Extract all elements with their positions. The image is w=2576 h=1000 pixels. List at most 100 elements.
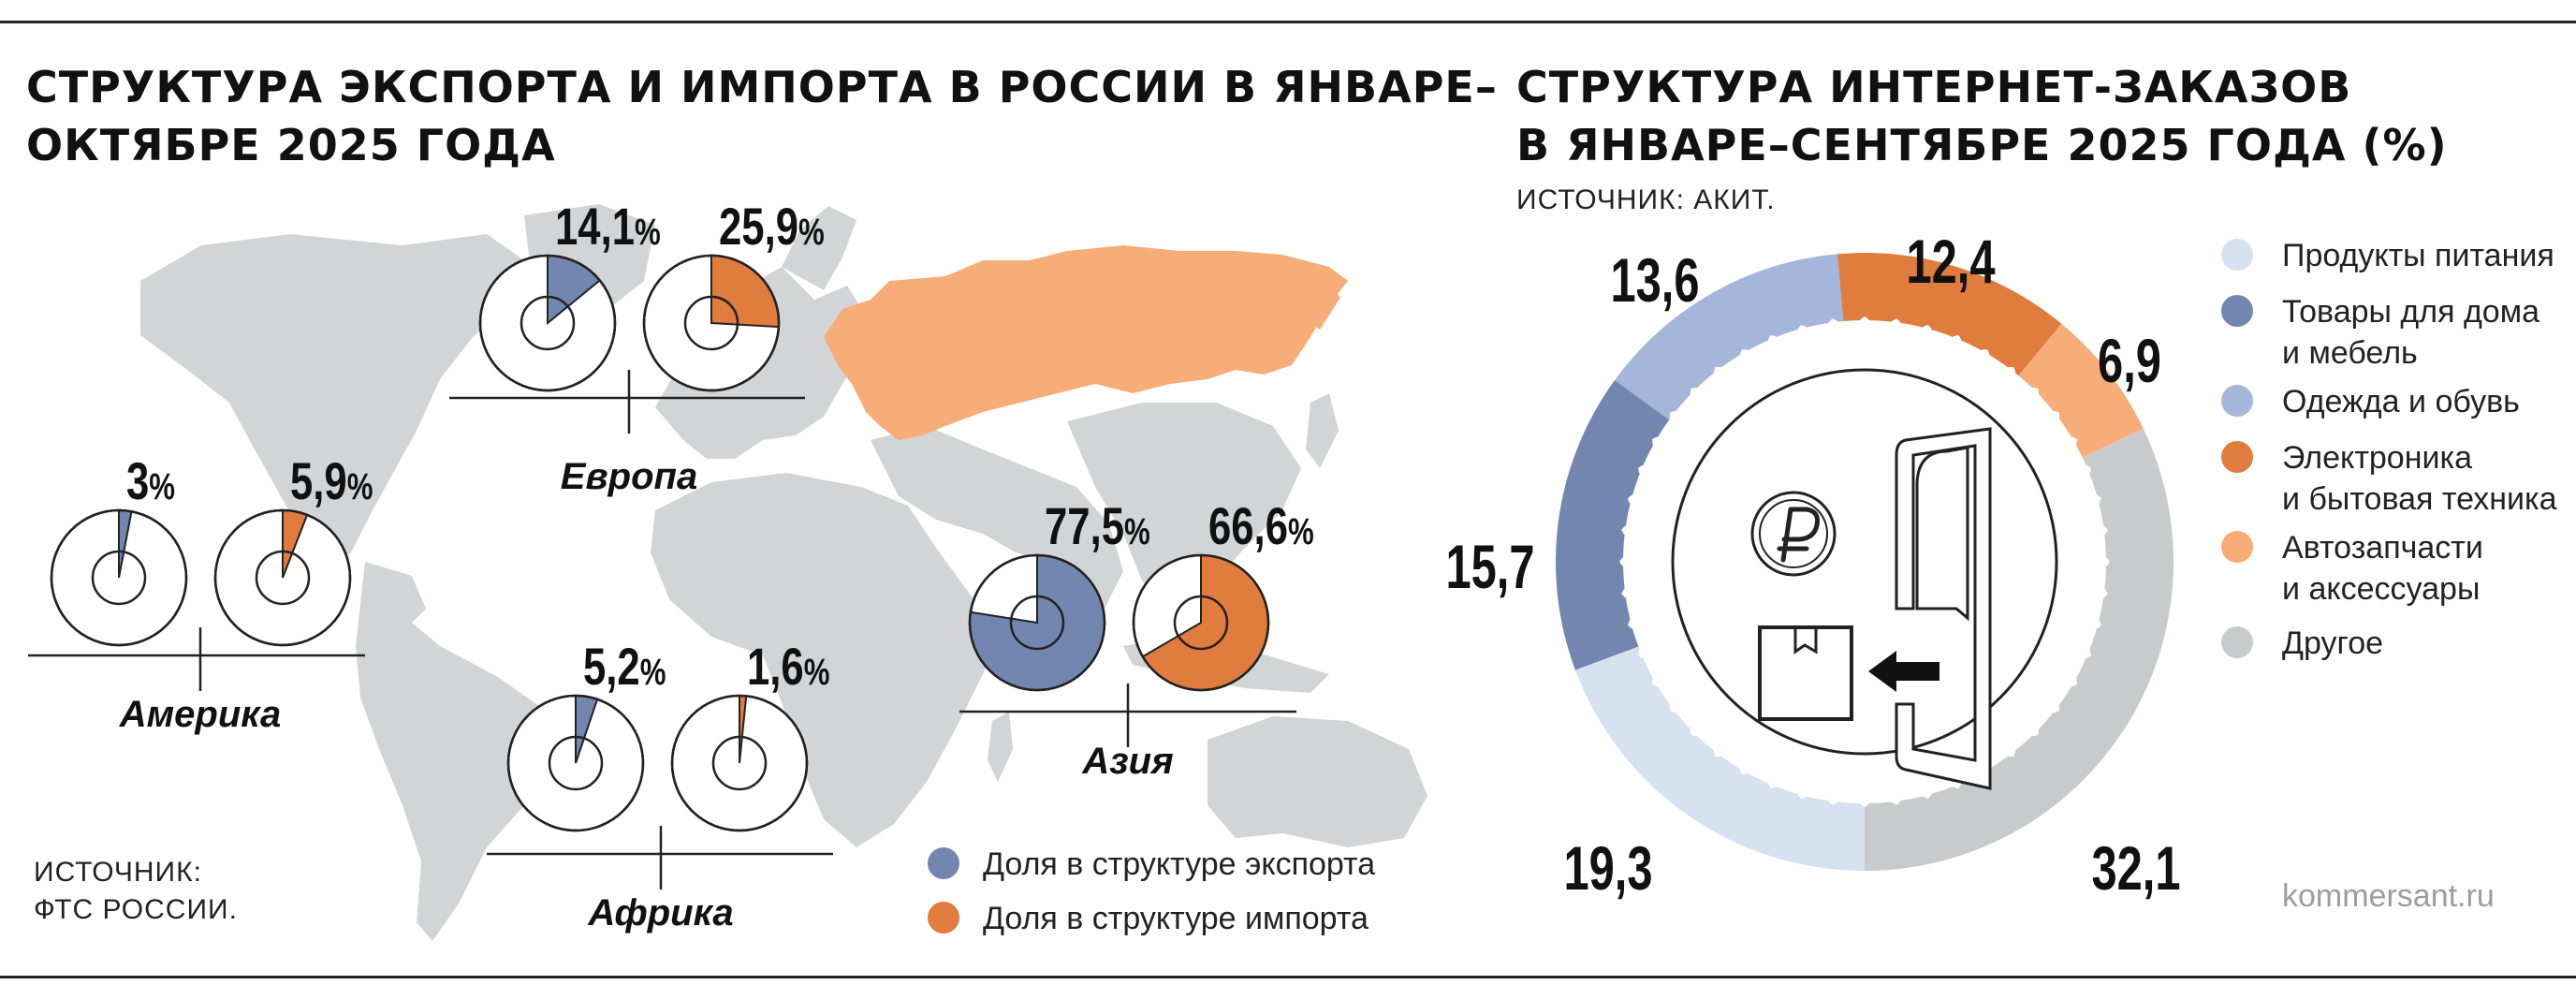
- arrow-left-icon: [1868, 651, 1939, 692]
- left-source-line1: ИСТОЧНИК:: [34, 857, 202, 888]
- legend-swatch-import: [928, 902, 959, 934]
- map-scandinavia: [782, 206, 856, 290]
- orders-value-label-2: 13,6: [1610, 246, 1699, 316]
- orders-legend-swatch: [2221, 239, 2253, 271]
- orders-segment-1: [1556, 380, 1670, 670]
- donut-export: 5,2%: [506, 638, 666, 832]
- legend-item-export: Доля в структуре экспорта: [928, 846, 1375, 882]
- donut-outline: [968, 553, 1106, 692]
- pct-label-import: 25,9%: [719, 198, 825, 256]
- map-north-america: [140, 234, 524, 571]
- orders-value-label-0: 19,3: [1563, 834, 1652, 904]
- donut-export: 14,1%: [478, 198, 661, 392]
- map-east-asia: [1067, 403, 1301, 609]
- kommersant-credit: kommersant.ru: [2282, 878, 2495, 914]
- map-japan: [1306, 393, 1339, 468]
- donut-outline: [213, 508, 352, 647]
- orders-legend-item-5: Другое: [2221, 625, 2383, 661]
- pct-label-import: 1,6%: [747, 638, 829, 696]
- donut-outline: [478, 254, 617, 392]
- donut-slice-import: [710, 254, 780, 329]
- pct-label-export: 3%: [126, 452, 175, 510]
- legend-label-import: Доля в структуре импорта: [983, 901, 1368, 936]
- right-source: ИСТОЧНИК: АКИТ.: [1516, 184, 1776, 215]
- left-title-line1: Структура экспорта и импорта в России в …: [26, 62, 1498, 112]
- orders-segment-4: [2018, 323, 2144, 458]
- orders-legend-item-3: Электроника и бытовая техника: [2221, 440, 2557, 517]
- map-madagascar: [988, 712, 1013, 782]
- donut-inner-circle: [520, 295, 576, 351]
- orders-legend-label: Электроника: [2282, 440, 2472, 476]
- donut-outline: [50, 508, 188, 647]
- pct-label-export: 77,5%: [1045, 497, 1150, 555]
- region-name: Европа: [561, 456, 697, 497]
- donut-outline: [1132, 553, 1270, 692]
- region-name: Америка: [119, 694, 282, 735]
- donut-inner-circle: [255, 550, 311, 606]
- donut-import: 25,9%: [642, 198, 825, 392]
- orders-value-labels: 19,3 15,7 13,6 12,4 6,9 32,1: [1445, 228, 2180, 904]
- orders-legend-item-2: Одежда и обувь: [2221, 384, 2520, 419]
- pct-label-import: 66,6%: [1208, 497, 1314, 555]
- donut-outline: [506, 694, 645, 832]
- orders-segment-5: [1865, 428, 2174, 871]
- pct-label-export: 14,1%: [555, 198, 661, 256]
- donut-inner-circle: [711, 735, 768, 791]
- donut-import: 66,6%: [1132, 497, 1314, 692]
- orders-chart: 19,3 15,7 13,6 12,4 6,9 32,1 Продукты питания…: [1445, 228, 2557, 904]
- trade-donuts-group: 14,1% 25,9% Европа 3% 5,9% Америка 5,2% 1,6% Афр…: [28, 198, 1314, 934]
- top-rule: [0, 21, 2576, 23]
- left-title-line2: октябре 2025 года: [26, 120, 556, 170]
- orders-legend-label-line2: и аксессуары: [2282, 571, 2480, 607]
- orders-legend-label: Продукты питания: [2282, 238, 2554, 273]
- orders-ring: [1556, 253, 2174, 871]
- donut-outline: [670, 694, 809, 832]
- trade-legend: Доля в структуре экспорта Доля в структу…: [928, 846, 1375, 936]
- orders-value-label-5: 32,1: [2091, 834, 2180, 904]
- legend-label-export: Доля в структуре экспорта: [983, 846, 1375, 882]
- inner-circle: [1671, 368, 2058, 756]
- orders-legend-label-line2: и бытовая техника: [2282, 481, 2557, 517]
- orders-segment-2: [1615, 254, 1844, 420]
- orders-segment-0: [1574, 646, 1865, 871]
- donut-inner-circle: [1173, 595, 1229, 651]
- orders-legend-swatch: [2221, 531, 2253, 563]
- bottom-rule: [0, 976, 2576, 978]
- region-3: 77,5% 66,6% Азия: [959, 497, 1314, 782]
- pct-label-export: 5,2%: [583, 638, 666, 696]
- orders-legend-label-line2: и мебель: [2282, 335, 2418, 371]
- orders-segment-3: [1837, 253, 2062, 376]
- orders-value-label-3: 12,4: [1906, 228, 1995, 297]
- orders-value-label-1: 15,7: [1445, 533, 1534, 602]
- map-russia: [824, 245, 1348, 440]
- region-name: Азия: [1081, 741, 1173, 782]
- orders-legend-swatch: [2221, 295, 2253, 327]
- donut-import: 1,6%: [670, 638, 829, 832]
- orders-legend-swatch: [2221, 385, 2253, 417]
- orders-legend-label: Другое: [2282, 625, 2383, 661]
- orders-inner-decoration: [1619, 316, 2110, 807]
- donut-inner-circle: [91, 550, 147, 606]
- right-title-line2: в январе–сентябре 2025 года (%): [1516, 120, 2448, 170]
- legend-item-import: Доля в структуре импорта: [928, 901, 1368, 936]
- orders-legend-swatch: [2221, 626, 2253, 658]
- donut-inner-circle: [548, 735, 604, 791]
- map-africa: [651, 473, 1006, 847]
- ruble-icon: [1750, 491, 1837, 577]
- orders-value-label-4: 6,9: [2098, 327, 2161, 396]
- region-2: 5,2% 1,6% Африка: [487, 638, 833, 934]
- orders-legend-item-1: Товары для дома и мебель: [2221, 294, 2539, 371]
- left-source-line2: ФТС РОССИИ.: [34, 894, 238, 925]
- region-name: Африка: [587, 892, 733, 934]
- orders-legend-label: Автозапчасти: [2282, 530, 2483, 566]
- region-1: 3% 5,9% Америка: [28, 452, 373, 735]
- parcel-box-icon: [1758, 625, 1853, 721]
- region-0: 14,1% 25,9% Европа: [449, 198, 825, 497]
- orders-legend-swatch: [2221, 441, 2253, 473]
- map-chukotka: [1282, 270, 1340, 330]
- orders-legend: Продукты питания Товары для дома и мебель О…: [2221, 238, 2557, 661]
- donut-inner-circle: [683, 295, 739, 351]
- donut-outline: [642, 254, 781, 392]
- delivery-door-icon: [1895, 427, 1992, 790]
- right-title-line1: Структура интернет-заказов: [1516, 62, 2352, 112]
